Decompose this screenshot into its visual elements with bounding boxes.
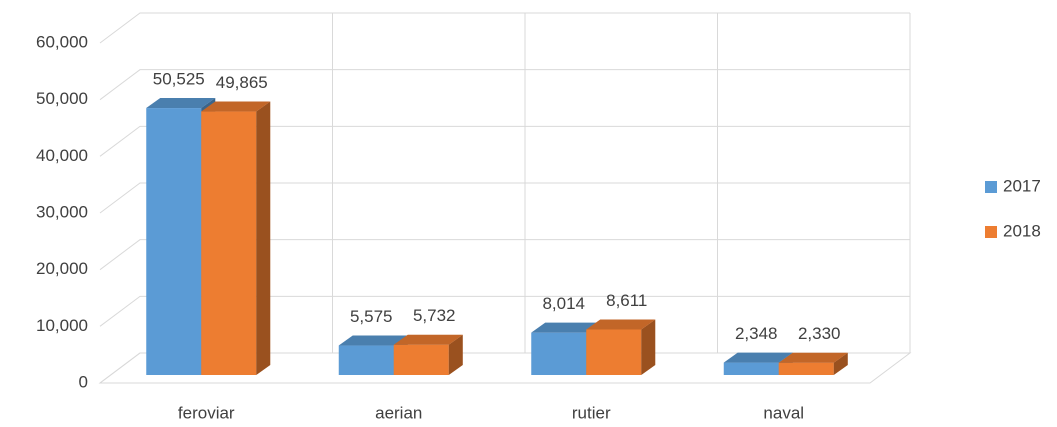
grid-line [99, 239, 910, 271]
y-tick-label: 10,000 [36, 316, 88, 335]
bar-front [146, 108, 202, 376]
bar-front [338, 345, 394, 375]
value-label: 2,348 [735, 324, 778, 343]
bar-top [393, 334, 463, 345]
y-tick-label: 50,000 [36, 89, 88, 108]
x-tick-label: feroviar [178, 403, 235, 422]
y-tick-label: 20,000 [36, 259, 88, 278]
bar-top [723, 352, 793, 363]
y-tick-label: 60,000 [36, 32, 88, 51]
value-label: 8,014 [542, 294, 585, 313]
bar-front [201, 111, 257, 376]
bar-top [146, 98, 216, 109]
bar-side-shade [641, 319, 656, 375]
grid-line [99, 12, 910, 44]
bar-top [586, 319, 656, 330]
bar-top-shade [201, 101, 271, 112]
bar-front [586, 329, 642, 375]
bar-top [338, 335, 408, 346]
bar-side-shade [448, 334, 463, 375]
bar-side [833, 352, 848, 375]
bar-side-shade [833, 352, 848, 375]
legend-label: 2017 [1003, 176, 1041, 195]
x-tick-label: rutier [572, 403, 611, 422]
legend-swatch [985, 181, 997, 193]
bar-top-shade [586, 319, 656, 330]
legend-label: 2018 [1003, 221, 1041, 240]
value-label: 5,575 [350, 307, 393, 326]
bar-front [393, 344, 449, 375]
value-label: 5,732 [413, 306, 456, 325]
bar-top-shade [778, 352, 848, 363]
grid-line [99, 69, 910, 101]
bar-front [531, 332, 587, 375]
value-label: 50,525 [153, 70, 205, 89]
bar-top [778, 352, 848, 363]
grid-line [99, 182, 910, 214]
bar-front [778, 362, 834, 375]
bar-top-shade [146, 98, 216, 109]
bar-side [448, 334, 463, 375]
legend-swatch [985, 226, 997, 238]
bar-top-shade [338, 335, 408, 346]
bar-side [256, 101, 271, 376]
grid-line [99, 295, 910, 327]
value-label: 49,865 [216, 73, 268, 92]
bar-top-shade [531, 322, 601, 333]
bar-top [201, 101, 271, 112]
x-tick-label: naval [763, 403, 804, 422]
bar-top-shade [393, 334, 463, 345]
value-label: 8,611 [606, 291, 647, 310]
y-tick-label: 0 [79, 372, 88, 391]
bar-front [723, 362, 779, 375]
bar-top [531, 322, 601, 333]
y-tick-label: 30,000 [36, 202, 88, 221]
bar-top-shade [723, 352, 793, 363]
grid-line [99, 125, 910, 157]
y-tick-label: 40,000 [36, 146, 88, 165]
x-tick-label: aerian [375, 403, 422, 422]
bar-side [641, 319, 656, 375]
value-label: 2,330 [798, 324, 841, 343]
bar-side-shade [256, 101, 271, 376]
